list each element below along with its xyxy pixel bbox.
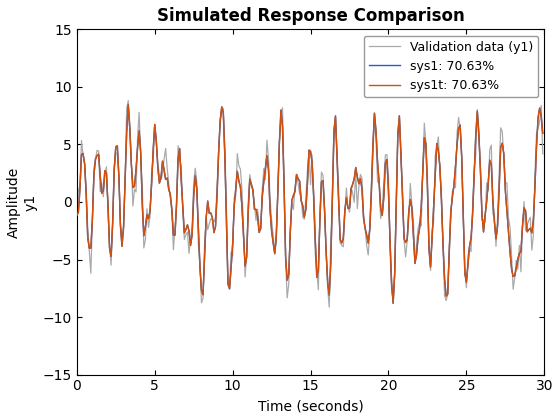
Validation data (y1) <box>125 98 132 103</box>
Validation data (y1) <box>469 204 476 209</box>
Validation data (y1) <box>352 170 359 175</box>
Line: sys1t: 70.63%: sys1t: 70.63% <box>77 105 543 303</box>
Line: sys1: 70.63%: sys1: 70.63% <box>77 105 543 303</box>
X-axis label: Time (seconds): Time (seconds) <box>258 399 363 413</box>
sys1: 70.63%: (25.4, -1.04): 70.63%: (25.4, -1.04) <box>469 211 476 216</box>
Validation data (y1) <box>354 206 361 211</box>
sys1t: 70.63%: (3.3, 8.43): 70.63%: (3.3, 8.43) <box>125 102 132 108</box>
sys1t: 70.63%: (17.8, 2): 70.63%: (17.8, 2) <box>351 176 357 181</box>
sys1t: 70.63%: (27.3, 5.1): 70.63%: (27.3, 5.1) <box>499 141 506 146</box>
Validation data (y1) <box>362 226 368 231</box>
Validation data (y1) <box>326 304 333 310</box>
sys1: 70.63%: (0, -1.16): 70.63%: (0, -1.16) <box>73 213 80 218</box>
sys1t: 70.63%: (29.9, 5.96): 70.63%: (29.9, 5.96) <box>539 131 546 136</box>
Line: Validation data (y1): Validation data (y1) <box>77 101 543 307</box>
Validation data (y1) <box>75 188 82 193</box>
sys1: 70.63%: (18.4, -1.4): 70.63%: (18.4, -1.4) <box>360 215 367 220</box>
sys1: 70.63%: (29.9, 5.96): 70.63%: (29.9, 5.96) <box>539 131 546 136</box>
sys1t: 70.63%: (17.9, 2.99): 70.63%: (17.9, 2.99) <box>352 165 359 170</box>
Title: Simulated Response Comparison: Simulated Response Comparison <box>157 7 464 25</box>
Validation data (y1) <box>539 152 546 157</box>
Validation data (y1) <box>499 129 506 134</box>
sys1t: 70.63%: (18.4, -1.4): 70.63%: (18.4, -1.4) <box>360 215 367 220</box>
sys1: 70.63%: (17.8, 2): 70.63%: (17.8, 2) <box>351 176 357 181</box>
sys1: 70.63%: (17.9, 2.99): 70.63%: (17.9, 2.99) <box>352 165 359 170</box>
Validation data (y1) <box>73 215 80 220</box>
Legend: Validation data (y1), sys1: 70.63%, sys1t: 70.63%: Validation data (y1), sys1: 70.63%, sys1… <box>363 36 538 97</box>
sys1t: 70.63%: (0, -1.16): 70.63%: (0, -1.16) <box>73 213 80 218</box>
sys1t: 70.63%: (25.4, -1.04): 70.63%: (25.4, -1.04) <box>469 211 476 216</box>
sys1t: 70.63%: (20.3, -8.8): 70.63%: (20.3, -8.8) <box>390 301 396 306</box>
sys1: 70.63%: (3.3, 8.43): 70.63%: (3.3, 8.43) <box>125 102 132 108</box>
sys1t: 70.63%: (0.1, -0.912): 70.63%: (0.1, -0.912) <box>75 210 82 215</box>
sys1: 70.63%: (27.3, 5.1): 70.63%: (27.3, 5.1) <box>499 141 506 146</box>
sys1: 70.63%: (20.3, -8.8): 70.63%: (20.3, -8.8) <box>390 301 396 306</box>
Y-axis label: Amplitude
y1: Amplitude y1 <box>7 166 37 238</box>
sys1: 70.63%: (0.1, -0.912): 70.63%: (0.1, -0.912) <box>75 210 82 215</box>
